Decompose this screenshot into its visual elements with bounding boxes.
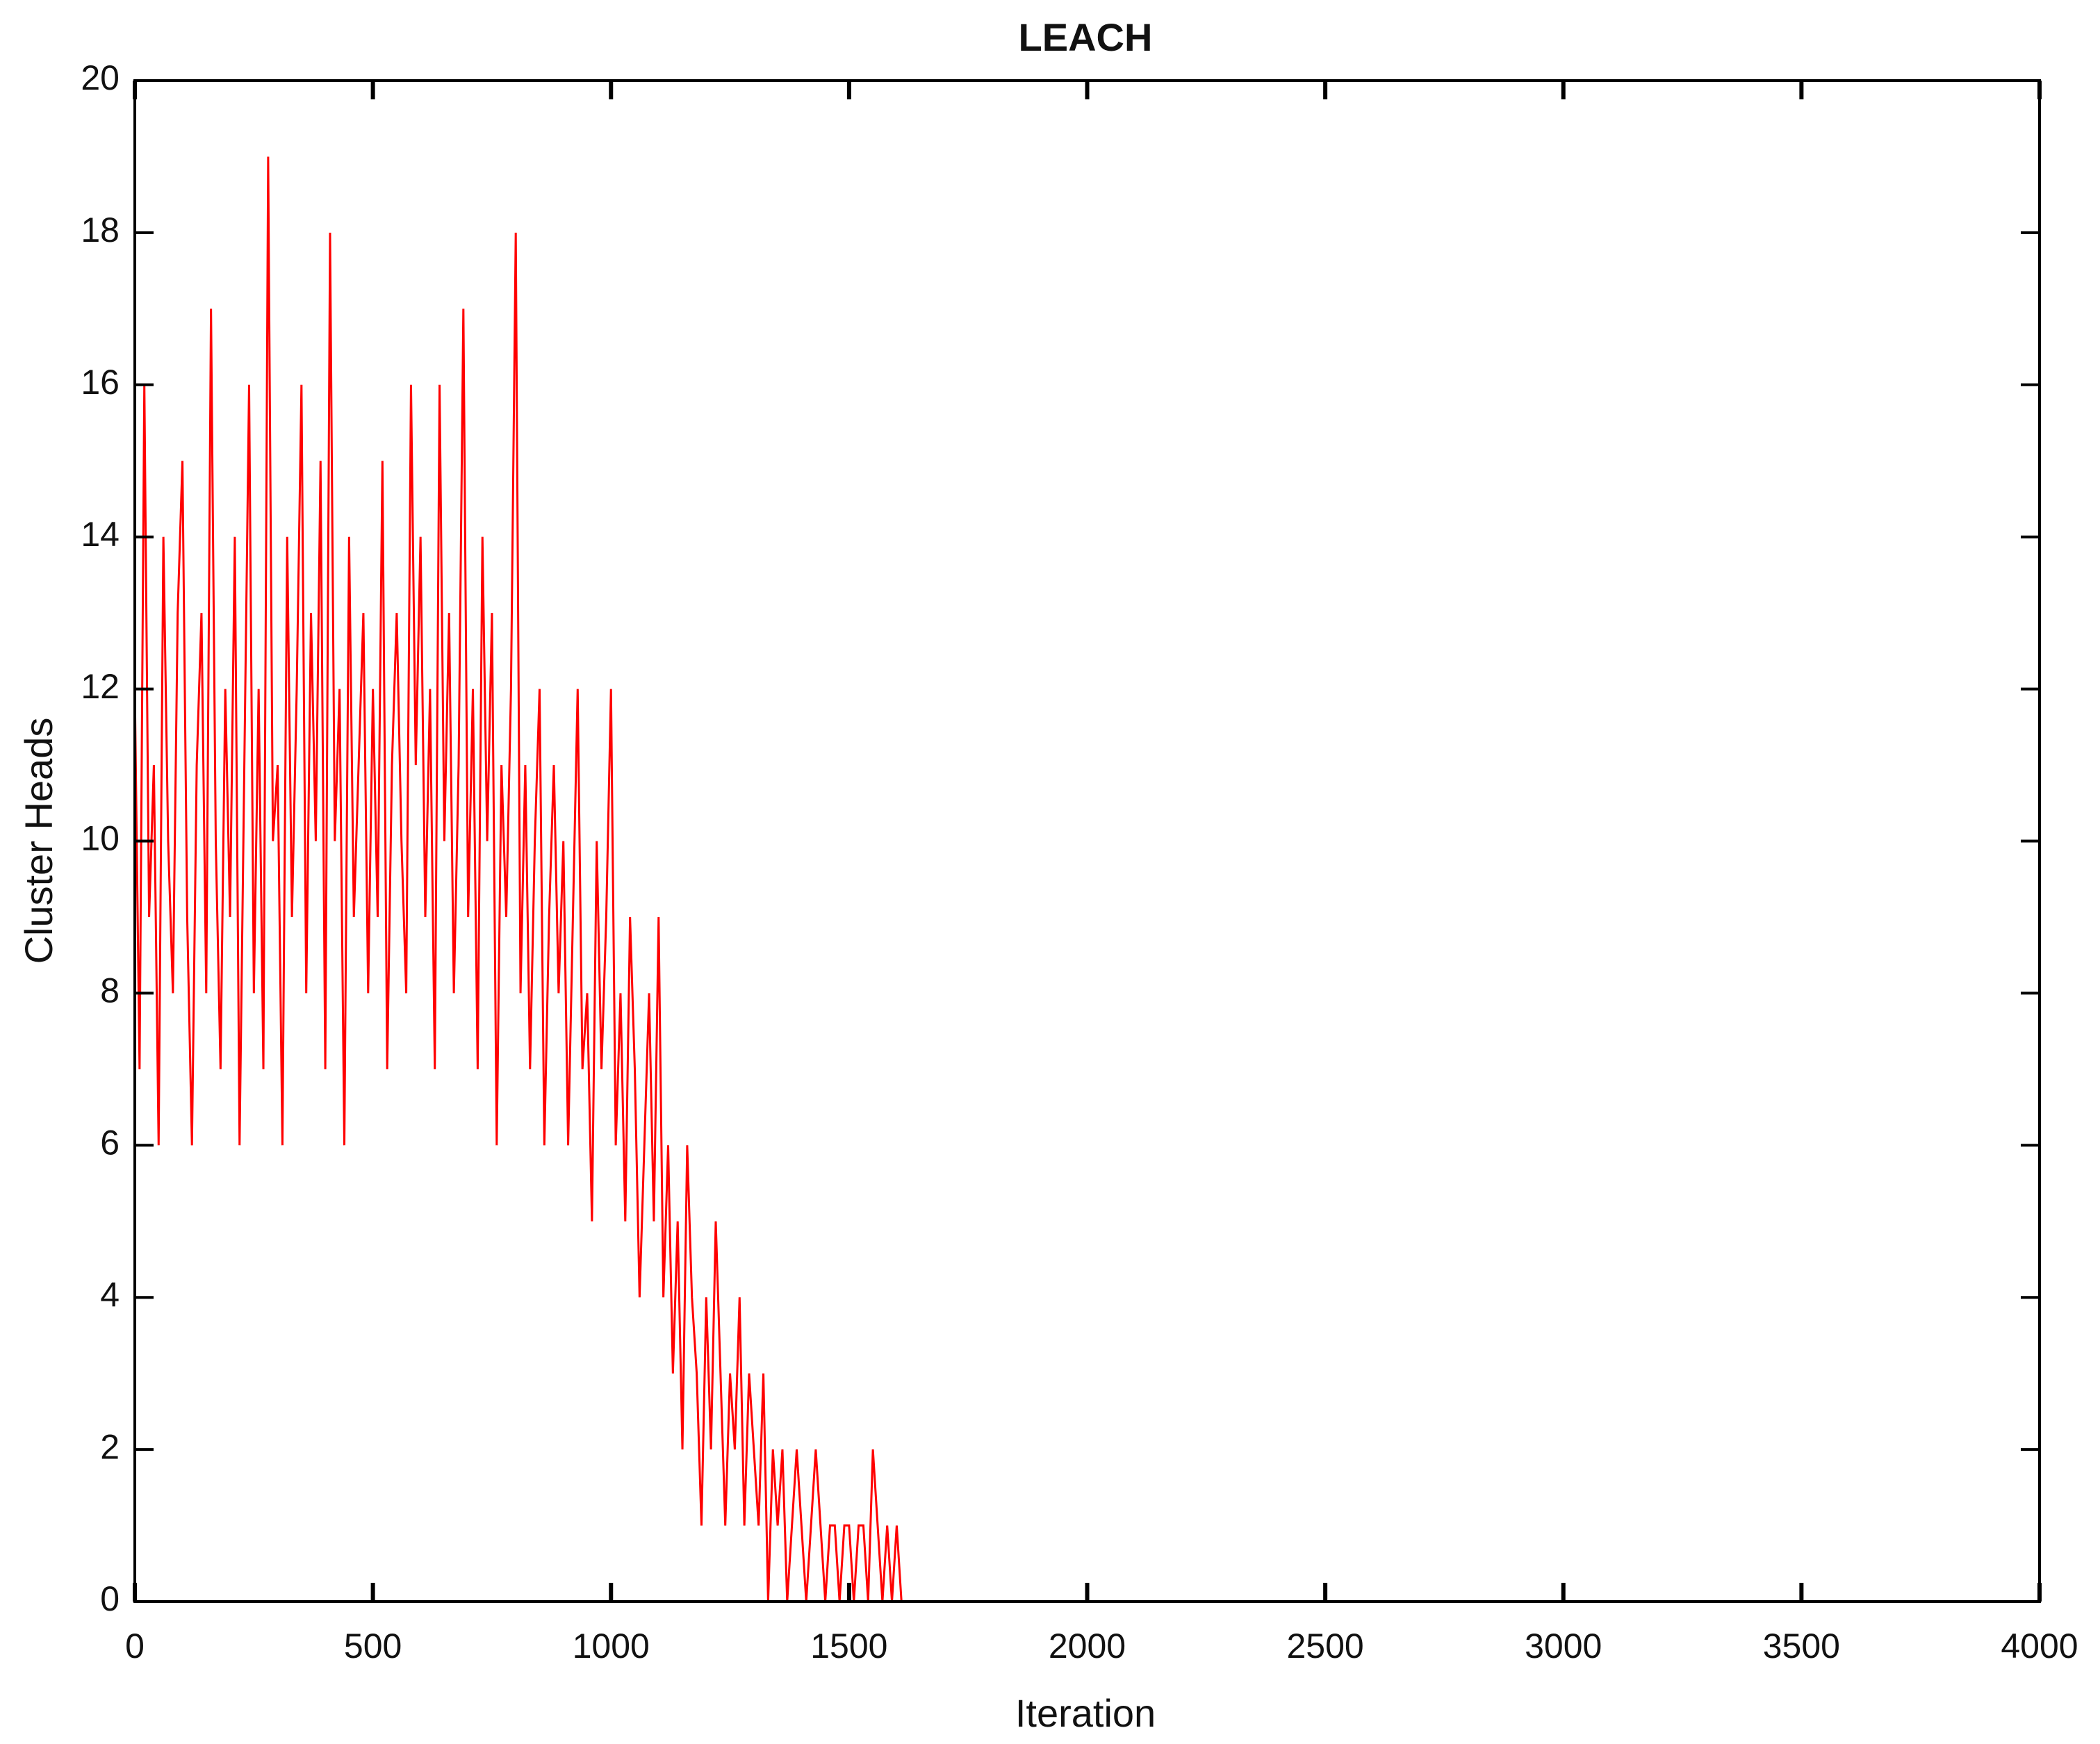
plot-frame xyxy=(133,79,2041,1603)
x-tick-label: 1000 xyxy=(573,1627,650,1665)
y-axis-label: Cluster Heads xyxy=(17,718,60,964)
y-tick-label: 2 xyxy=(100,1427,120,1466)
x-tick-label: 2500 xyxy=(1287,1627,1364,1665)
x-tick-label: 3500 xyxy=(1763,1627,1840,1665)
data-line xyxy=(133,156,2040,1603)
x-tick-label: 3000 xyxy=(1525,1627,1602,1665)
y-tick-label: 14 xyxy=(81,515,120,554)
y-tick-label: 10 xyxy=(81,819,120,858)
y-tick-label: 8 xyxy=(100,971,120,1010)
x-tick-label: 0 xyxy=(125,1627,145,1665)
x-tick-label: 500 xyxy=(344,1627,402,1665)
y-tick-label: 6 xyxy=(100,1124,120,1162)
x-tick-label: 4000 xyxy=(2001,1627,2078,1665)
y-tick-label: 18 xyxy=(81,211,120,249)
y-tick-label: 20 xyxy=(81,58,120,97)
x-tick-label: 2000 xyxy=(1049,1627,1126,1665)
y-tick-label: 4 xyxy=(100,1275,120,1314)
chart-title: LEACH xyxy=(1019,15,1153,59)
x-tick-label: 1500 xyxy=(810,1627,887,1665)
y-tick-label: 12 xyxy=(81,667,120,706)
x-axis-label: Iteration xyxy=(1015,1691,1156,1735)
y-tick-label: 16 xyxy=(81,363,120,402)
y-tick-label: 0 xyxy=(100,1579,120,1618)
